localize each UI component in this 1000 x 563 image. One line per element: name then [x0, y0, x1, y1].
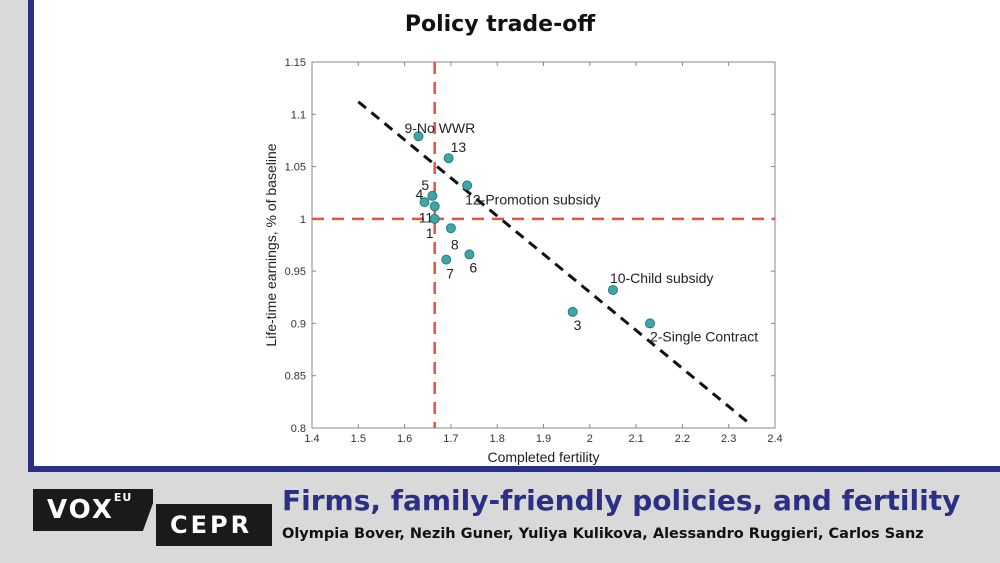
y-tick-label: 1.1 — [291, 109, 306, 121]
x-tick-label: 1.4 — [304, 433, 319, 445]
vox-logo[interactable]: VOXEU — [33, 489, 153, 531]
plot-area-border — [311, 61, 776, 429]
scatter-chart: 1.4 1.5 1.6 1.7 1.8 1.9 2 2.1 2.2 2.3 2.4 0.8 0.85 0.… — [263, 57, 783, 465]
x-tick-label: 1.7 — [443, 433, 458, 445]
x-tick-label: 1.5 — [351, 433, 366, 445]
y-tick-label: 0.9 — [291, 318, 306, 330]
x-tick-label: 1.8 — [490, 433, 505, 445]
x-tick-label: 2.3 — [721, 433, 736, 445]
data-point-label: 7 — [446, 266, 454, 282]
data-point — [443, 153, 454, 164]
data-point-label: 3 — [574, 317, 582, 333]
y-tick-label: 0.95 — [285, 266, 306, 278]
data-point — [429, 213, 440, 224]
y-tick-label: 1.05 — [285, 162, 306, 174]
vox-logo-text: VOX — [47, 495, 114, 525]
data-point — [427, 190, 438, 201]
data-point — [445, 223, 456, 234]
data-point — [413, 131, 424, 142]
x-tick-label: 1.9 — [536, 433, 551, 445]
article-headline: Firms, family-friendly policies, and fer… — [282, 484, 961, 517]
y-tick-label: 1.15 — [285, 57, 306, 69]
data-point-label: 11 — [419, 209, 434, 225]
data-point-label: 12-Promotion subsidy — [465, 191, 600, 207]
data-point — [464, 249, 475, 260]
trend-line — [357, 100, 749, 423]
y-tick-label: 1 — [300, 214, 306, 226]
data-point — [607, 284, 618, 295]
data-point-label: 5 — [421, 177, 429, 193]
data-point — [419, 197, 430, 208]
x-tick-label: 2.2 — [675, 433, 690, 445]
data-point — [441, 254, 452, 265]
x-axis-label: Completed fertility — [487, 449, 599, 465]
x-tick-label: 1.6 — [397, 433, 412, 445]
cepr-logo[interactable]: CEPR — [156, 504, 272, 546]
chart-frame — [28, 0, 1000, 472]
chart-title: Policy trade-off — [404, 12, 596, 37]
x-tick-label: 2.1 — [628, 433, 643, 445]
data-point — [567, 306, 578, 317]
article-authors: Olympia Bover, Nezih Guner, Yuliya Kulik… — [282, 526, 924, 542]
vox-logo-sup: EU — [113, 491, 133, 504]
data-point-label: 8 — [451, 236, 459, 252]
y-axis-label: Life-time earnings, % of baseline — [263, 143, 279, 346]
data-point-label: 9-No WWR — [404, 120, 475, 136]
data-point-label: 6 — [469, 259, 477, 275]
data-point-label: 13 — [451, 139, 467, 155]
x-tick-label: 2 — [587, 433, 593, 445]
data-point-label: 2-Single Contract — [650, 328, 758, 344]
data-point — [429, 201, 440, 212]
data-point — [644, 318, 655, 329]
y-tick-label: 0.8 — [291, 423, 306, 435]
data-point — [462, 180, 473, 191]
x-tick-label: 2.4 — [767, 433, 782, 445]
data-point-label: 10-Child subsidy — [610, 270, 714, 286]
data-point-label: 4 — [416, 186, 424, 202]
data-point-label: 1 — [426, 225, 434, 241]
y-tick-label: 0.85 — [285, 371, 306, 383]
cepr-logo-text: CEPR — [170, 511, 253, 539]
